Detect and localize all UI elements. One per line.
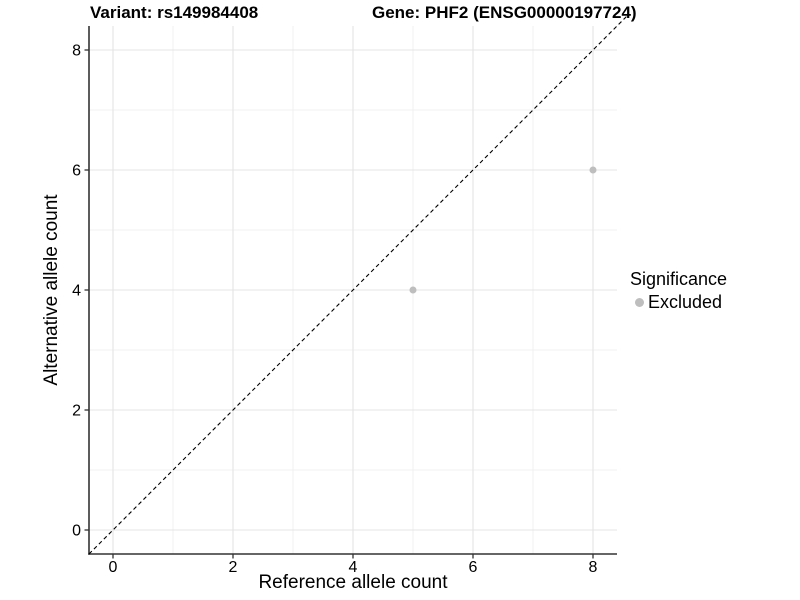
legend-title: Significance [630, 269, 728, 289]
plot-title-gene: Gene: PHF2 (ENSG00000197724) [372, 3, 637, 22]
y-tick-label: 8 [72, 43, 81, 60]
plot-title-variant: Variant: rs149984408 [90, 3, 259, 22]
x-tick-label: 8 [589, 559, 598, 576]
x-axis-title: Reference allele count [258, 572, 448, 593]
x-tick-label: 0 [109, 559, 118, 576]
legend-key [630, 294, 648, 312]
x-tick-label: 4 [349, 559, 358, 576]
y-tick-label: 6 [72, 163, 81, 180]
data-point [409, 286, 417, 294]
y-tick-label: 2 [72, 403, 81, 420]
x-tick-label: 6 [469, 559, 478, 576]
y-tick-label: 0 [72, 523, 81, 540]
x-tick-label: 2 [229, 559, 238, 576]
identity-reference-line [88, 15, 628, 555]
data-point [589, 166, 597, 174]
legend-item-label: Excluded [648, 292, 723, 312]
y-axis-title: Alternative allele count [41, 194, 62, 386]
legend-point-icon [634, 298, 644, 307]
legend-item-excluded: Excluded [630, 292, 727, 313]
y-tick-label: 4 [72, 283, 81, 300]
legend: Significance Excluded [630, 268, 727, 313]
